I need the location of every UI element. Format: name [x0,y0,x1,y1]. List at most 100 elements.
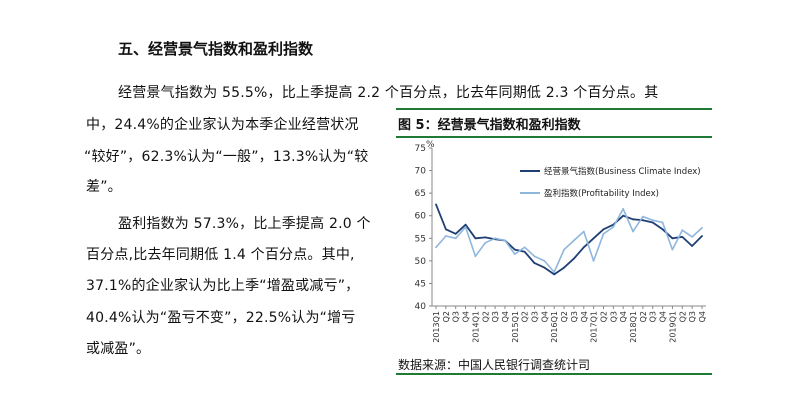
x-tick-label: Q3 [609,311,618,322]
data-point-business-climate [533,262,536,264]
figure-top-rule [396,108,712,110]
y-tick-label: 45 [415,279,426,289]
data-point-business-climate [651,221,654,224]
data-point-profitability [553,271,556,273]
data-point-profitability [661,221,664,224]
x-tick-label: Q2 [560,311,569,322]
y-tick-label: 50 [415,257,427,267]
series-line-business-climate [435,204,703,276]
data-point-profitability [582,230,585,233]
y-unit-label: % [426,140,435,150]
x-tick-label: Q3 [649,311,658,322]
data-point-business-climate [553,273,556,276]
figure-source: 数据来源：中国人民银行调查统计司 [398,358,591,372]
figure-bottom-rule [396,373,712,375]
x-tick-label: 2015Q1 [511,311,520,343]
data-point-profitability [671,248,674,251]
data-point-business-climate [681,236,684,238]
data-point-profitability [474,255,477,258]
x-tick-label: 2016Q1 [550,311,559,343]
data-point-business-climate [691,245,693,247]
data-point-business-climate [543,266,546,269]
data-point-business-climate [602,228,605,231]
x-tick-label: Q2 [521,311,530,322]
x-tick-label: 2014Q1 [471,311,480,343]
data-point-profitability [681,229,684,232]
data-point-business-climate [573,257,575,260]
data-point-profitability [701,227,703,229]
data-point-business-climate [592,237,595,240]
x-tick-label: Q4 [540,311,549,322]
data-point-business-climate [701,235,703,237]
data-point-profitability [622,208,625,210]
x-tick-label: Q4 [501,311,510,322]
x-tick-label: 2017Q1 [590,311,599,343]
data-point-business-climate [642,219,644,222]
x-tick-label: Q3 [452,311,461,322]
data-point-business-climate [435,203,437,206]
paragraph-line: 差”。 [86,179,122,195]
x-tick-label: Q4 [619,311,628,322]
x-tick-label: Q2 [442,311,451,322]
figure-title-rule [396,136,712,138]
data-point-business-climate [454,232,457,235]
data-point-business-climate [513,248,516,251]
paragraph-line: 40.4%认为“盈亏不变”，22.5%认为“增亏 [86,310,356,326]
data-point-business-climate [464,223,467,226]
data-point-profitability [691,236,693,238]
x-tick-label: Q4 [580,311,589,322]
data-point-profitability [612,226,615,228]
data-point-business-climate [671,237,674,240]
data-point-profitability [523,246,526,249]
paragraph-line: 百分点,比去年同期低 1.4 个百分点。其中, [86,247,355,263]
x-tick-label: 2019Q1 [668,311,677,343]
data-point-business-climate [445,228,447,231]
data-point-profitability [602,232,605,235]
data-point-profitability [592,260,595,262]
data-point-profitability [454,237,457,240]
x-tick-label: Q3 [688,311,697,322]
paragraph-line: 经营景气指数为 55.5%，比上季提高 2.2 个百分点，比去年同期低 2.3 … [118,85,659,101]
legend-label: 盈利指数(Profitability Index) [544,188,659,199]
data-point-profitability [563,248,565,251]
data-point-profitability [533,255,536,258]
data-point-profitability [464,226,467,228]
paragraph-line: “较好”，62.3%认为“一般”，13.3%认为“较 [84,149,369,165]
data-point-business-climate [474,237,477,240]
data-point-business-climate [582,246,585,249]
data-point-business-climate [661,228,664,231]
y-tick-label: 55 [415,234,426,244]
y-tick-label: 70 [415,167,427,177]
x-tick-label: Q2 [599,311,608,322]
data-point-business-climate [632,218,634,221]
x-tick-label: 2018Q1 [629,311,638,343]
data-point-profitability [543,260,546,262]
x-tick-label: Q3 [531,311,540,322]
x-tick-label: Q2 [481,311,490,322]
x-tick-label: Q4 [698,311,707,322]
y-tick-label: 40 [415,302,427,312]
figure-title: 图 5：经营景气指数和盈利指数 [398,118,581,133]
legend-label: 经营景气指数(Business Climate Index) [544,166,701,177]
data-point-business-climate [523,250,526,253]
data-point-profitability [504,239,506,242]
y-tick-label: 75 [415,144,426,154]
data-point-business-climate [563,266,565,269]
series-line-profitability [435,208,703,273]
figure-5: 图 5：经营景气指数和盈利指数 40 45 50 55 60 65 70 75% 2013Q1 Q… [396,108,712,376]
paragraph-line: 盈利指数为 57.3%，比上季提高 2.0 个 [118,216,371,232]
data-point-profitability [494,237,496,240]
data-point-business-climate [622,214,625,217]
x-tick-label: Q2 [639,311,648,322]
data-point-profitability [642,215,644,218]
x-tick-label: Q3 [491,311,500,322]
x-tick-label: Q4 [462,311,471,322]
data-point-profitability [632,230,634,233]
section-heading: 五、经营景气指数和盈利指数 [118,40,314,58]
paragraph-line: 中，24.4%的企业家认为本季企业经营状况 [86,117,359,133]
data-point-profitability [484,241,487,244]
data-point-profitability [435,246,437,249]
paragraph-line: 37.1%的企业家认为比上季“增盈或减亏”， [86,278,360,294]
y-tick-label: 60 [415,212,427,222]
